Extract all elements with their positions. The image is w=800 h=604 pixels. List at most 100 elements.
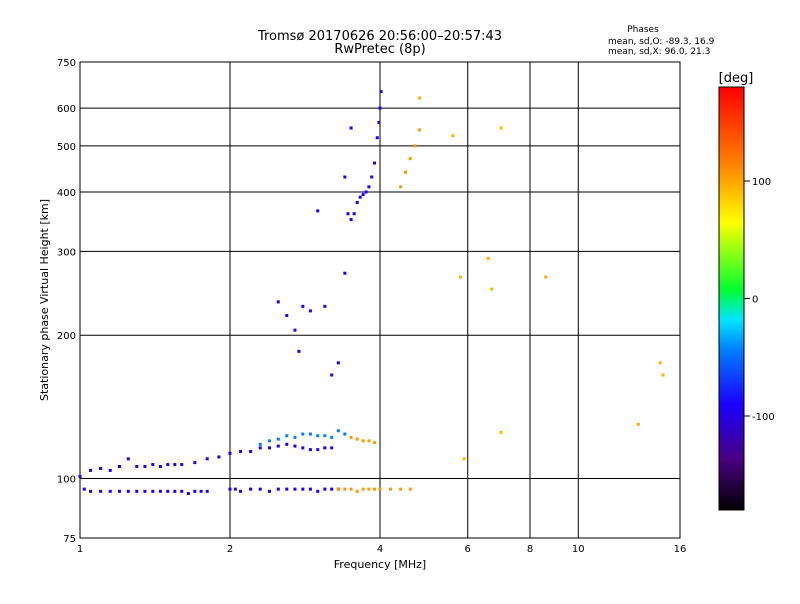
data-point xyxy=(451,134,455,138)
data-point xyxy=(330,435,334,439)
data-point xyxy=(355,437,359,441)
data-point xyxy=(408,157,412,161)
y-axis-label: Stationary phase Virtual Height [km] xyxy=(38,199,51,401)
data-point xyxy=(239,489,243,493)
data-point xyxy=(375,136,379,140)
data-point xyxy=(166,463,170,467)
data-point xyxy=(143,489,147,493)
data-point xyxy=(499,430,503,434)
data-point xyxy=(285,487,289,491)
data-point xyxy=(293,444,297,448)
data-point xyxy=(151,463,155,467)
data-point xyxy=(301,432,305,436)
data-point xyxy=(367,439,371,443)
data-point xyxy=(373,441,377,445)
data-point xyxy=(343,487,347,491)
data-point xyxy=(258,442,262,446)
data-point xyxy=(293,435,297,439)
y-tick-label: 500 xyxy=(57,142,76,153)
data-point xyxy=(349,435,353,439)
data-point xyxy=(323,446,327,450)
data-point xyxy=(346,212,350,216)
data-point xyxy=(373,161,377,165)
data-point xyxy=(173,489,177,493)
data-point xyxy=(636,422,640,426)
data-point xyxy=(135,489,139,493)
data-point xyxy=(378,487,382,491)
data-point xyxy=(661,373,665,377)
data-point xyxy=(205,489,209,493)
data-point xyxy=(323,434,327,438)
data-point xyxy=(417,128,421,132)
data-point xyxy=(458,275,462,279)
data-point xyxy=(276,487,280,491)
data-point xyxy=(330,373,334,377)
data-point xyxy=(301,487,305,491)
data-point xyxy=(193,489,197,493)
data-point xyxy=(308,487,312,491)
data-point xyxy=(343,175,347,179)
data-point xyxy=(308,448,312,452)
data-point xyxy=(544,275,548,279)
data-point xyxy=(276,437,280,441)
data-point xyxy=(316,448,320,452)
data-point xyxy=(293,487,297,491)
data-point xyxy=(126,489,130,493)
data-point xyxy=(323,487,327,491)
chart-subtitle: RwPretec (8p) xyxy=(334,42,425,57)
colorbar-tick-label: 0 xyxy=(752,295,758,306)
data-point xyxy=(89,489,93,493)
data-point xyxy=(285,314,289,318)
data-point xyxy=(658,361,662,365)
data-point xyxy=(186,492,190,496)
data-point xyxy=(158,464,162,468)
data-point xyxy=(361,439,365,443)
stats-line-o: mean, sd,O: -89.3, 16.9 xyxy=(608,37,715,47)
data-point xyxy=(361,193,365,197)
data-point xyxy=(117,464,121,468)
data-point xyxy=(486,256,490,260)
data-point xyxy=(352,212,356,216)
data-point xyxy=(336,361,340,365)
y-tick-label: 100 xyxy=(57,475,76,486)
data-point xyxy=(301,304,305,308)
data-point xyxy=(135,464,139,468)
data-point xyxy=(378,106,382,110)
data-point xyxy=(403,170,407,174)
data-point xyxy=(413,144,417,148)
data-point xyxy=(408,487,412,491)
data-point xyxy=(316,489,320,493)
data-point xyxy=(173,463,177,467)
data-point xyxy=(285,442,289,446)
data-point xyxy=(367,185,371,189)
data-points xyxy=(78,90,665,496)
data-point xyxy=(316,434,320,438)
data-point xyxy=(490,287,494,291)
data-point xyxy=(308,309,312,313)
colorbar-tick-label: 100 xyxy=(752,177,771,188)
data-point xyxy=(373,487,377,491)
y-tick-label: 300 xyxy=(57,247,76,258)
data-point xyxy=(389,487,393,491)
data-point xyxy=(499,126,503,130)
data-point xyxy=(370,175,374,179)
data-point xyxy=(228,451,232,455)
data-point xyxy=(99,489,103,493)
data-point xyxy=(108,489,112,493)
data-point xyxy=(462,457,466,461)
data-point xyxy=(108,468,112,472)
data-point xyxy=(399,487,403,491)
x-tick-label: 4 xyxy=(377,544,383,555)
data-point xyxy=(151,489,155,493)
data-point xyxy=(217,455,221,459)
data-point xyxy=(78,474,82,478)
data-point xyxy=(349,218,353,222)
data-point xyxy=(276,300,280,304)
data-point xyxy=(228,487,232,491)
data-point xyxy=(355,201,359,205)
data-point xyxy=(199,489,203,493)
data-point xyxy=(126,457,130,461)
data-point xyxy=(166,489,170,493)
